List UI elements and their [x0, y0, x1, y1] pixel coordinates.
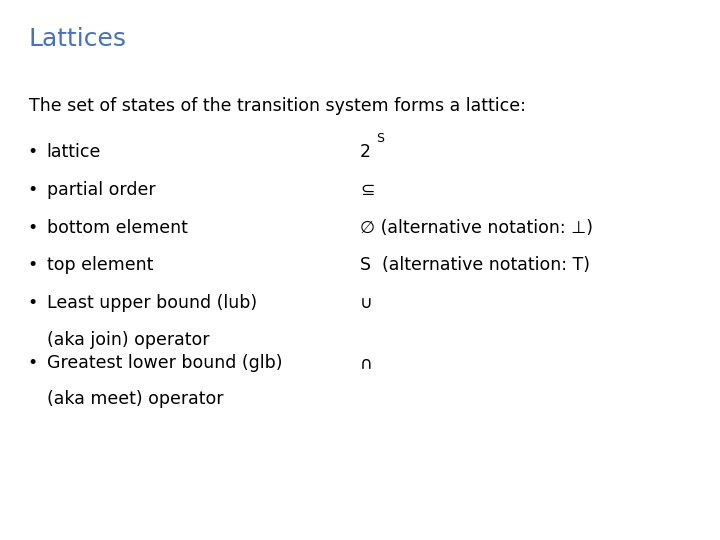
Text: ∩: ∩: [360, 354, 373, 372]
Text: The set of states of the transition system forms a lattice:: The set of states of the transition syst…: [29, 97, 526, 115]
Text: partial order: partial order: [47, 181, 156, 199]
Text: 2: 2: [360, 143, 371, 161]
Text: lattice: lattice: [47, 143, 102, 161]
Text: Lattices: Lattices: [29, 27, 127, 51]
Text: •: •: [27, 256, 37, 274]
Text: bottom element: bottom element: [47, 219, 188, 237]
Text: S  (alternative notation: T): S (alternative notation: T): [360, 256, 590, 274]
Text: (aka join) operator: (aka join) operator: [47, 331, 210, 349]
Text: ⊆: ⊆: [360, 181, 374, 199]
Text: Least upper bound (lub): Least upper bound (lub): [47, 294, 257, 312]
Text: •: •: [27, 294, 37, 312]
Text: Greatest lower bound (glb): Greatest lower bound (glb): [47, 354, 282, 372]
Text: •: •: [27, 219, 37, 237]
Text: ∅ (alternative notation: ⊥): ∅ (alternative notation: ⊥): [360, 219, 593, 237]
Text: •: •: [27, 181, 37, 199]
Text: S: S: [376, 132, 384, 145]
Text: (aka meet) operator: (aka meet) operator: [47, 390, 223, 408]
Text: ∪: ∪: [360, 294, 373, 312]
Text: top element: top element: [47, 256, 153, 274]
Text: •: •: [27, 354, 37, 372]
Text: •: •: [27, 143, 37, 161]
